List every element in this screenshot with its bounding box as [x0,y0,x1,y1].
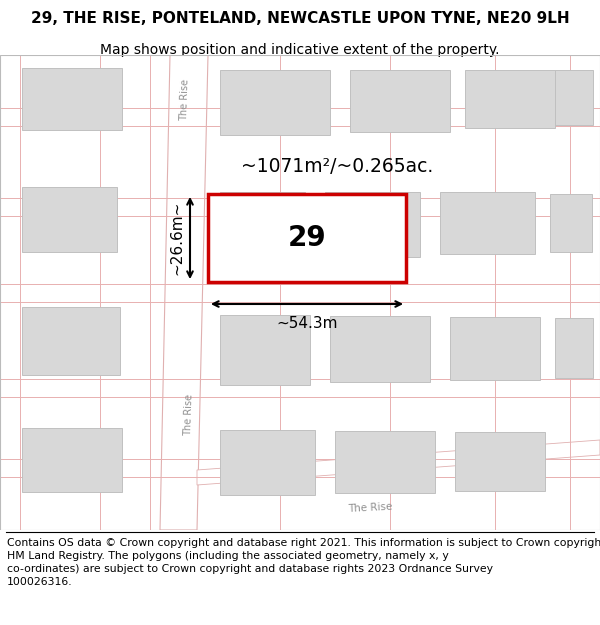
Text: The Rise: The Rise [183,394,195,436]
Polygon shape [197,440,600,485]
Text: The Rise: The Rise [347,502,392,514]
Bar [22,428,122,492]
Bar [330,316,430,382]
Text: 29: 29 [287,224,326,252]
Text: Contains OS data © Crown copyright and database right 2021. This information is : Contains OS data © Crown copyright and d… [7,538,600,588]
Text: ~54.3m: ~54.3m [276,316,338,331]
Bar [465,70,555,128]
Bar [455,432,545,491]
Bar [550,194,592,252]
Bar [22,68,122,130]
Bar [555,70,593,125]
Text: Map shows position and indicative extent of the property.: Map shows position and indicative extent… [100,43,500,57]
Bar [440,192,535,254]
Polygon shape [160,55,208,530]
Polygon shape [0,379,600,396]
Bar [450,317,540,380]
Bar [220,315,310,385]
Bar [555,318,593,378]
Polygon shape [0,284,600,301]
Text: 29, THE RISE, PONTELAND, NEWCASTLE UPON TYNE, NE20 9LH: 29, THE RISE, PONTELAND, NEWCASTLE UPON … [31,11,569,26]
Polygon shape [0,107,600,126]
Bar [220,192,305,260]
Bar [22,187,117,252]
Bar [350,70,450,132]
Text: The Rise: The Rise [179,79,191,121]
Bar [335,431,435,493]
Bar [220,70,330,135]
Bar [220,430,315,495]
Bar [22,307,120,375]
Polygon shape [0,198,600,216]
Bar [208,194,406,282]
Text: ~26.6m~: ~26.6m~ [169,201,184,275]
Polygon shape [0,459,600,478]
Text: ~1071m²/~0.265ac.: ~1071m²/~0.265ac. [241,156,433,176]
Bar [325,192,420,257]
